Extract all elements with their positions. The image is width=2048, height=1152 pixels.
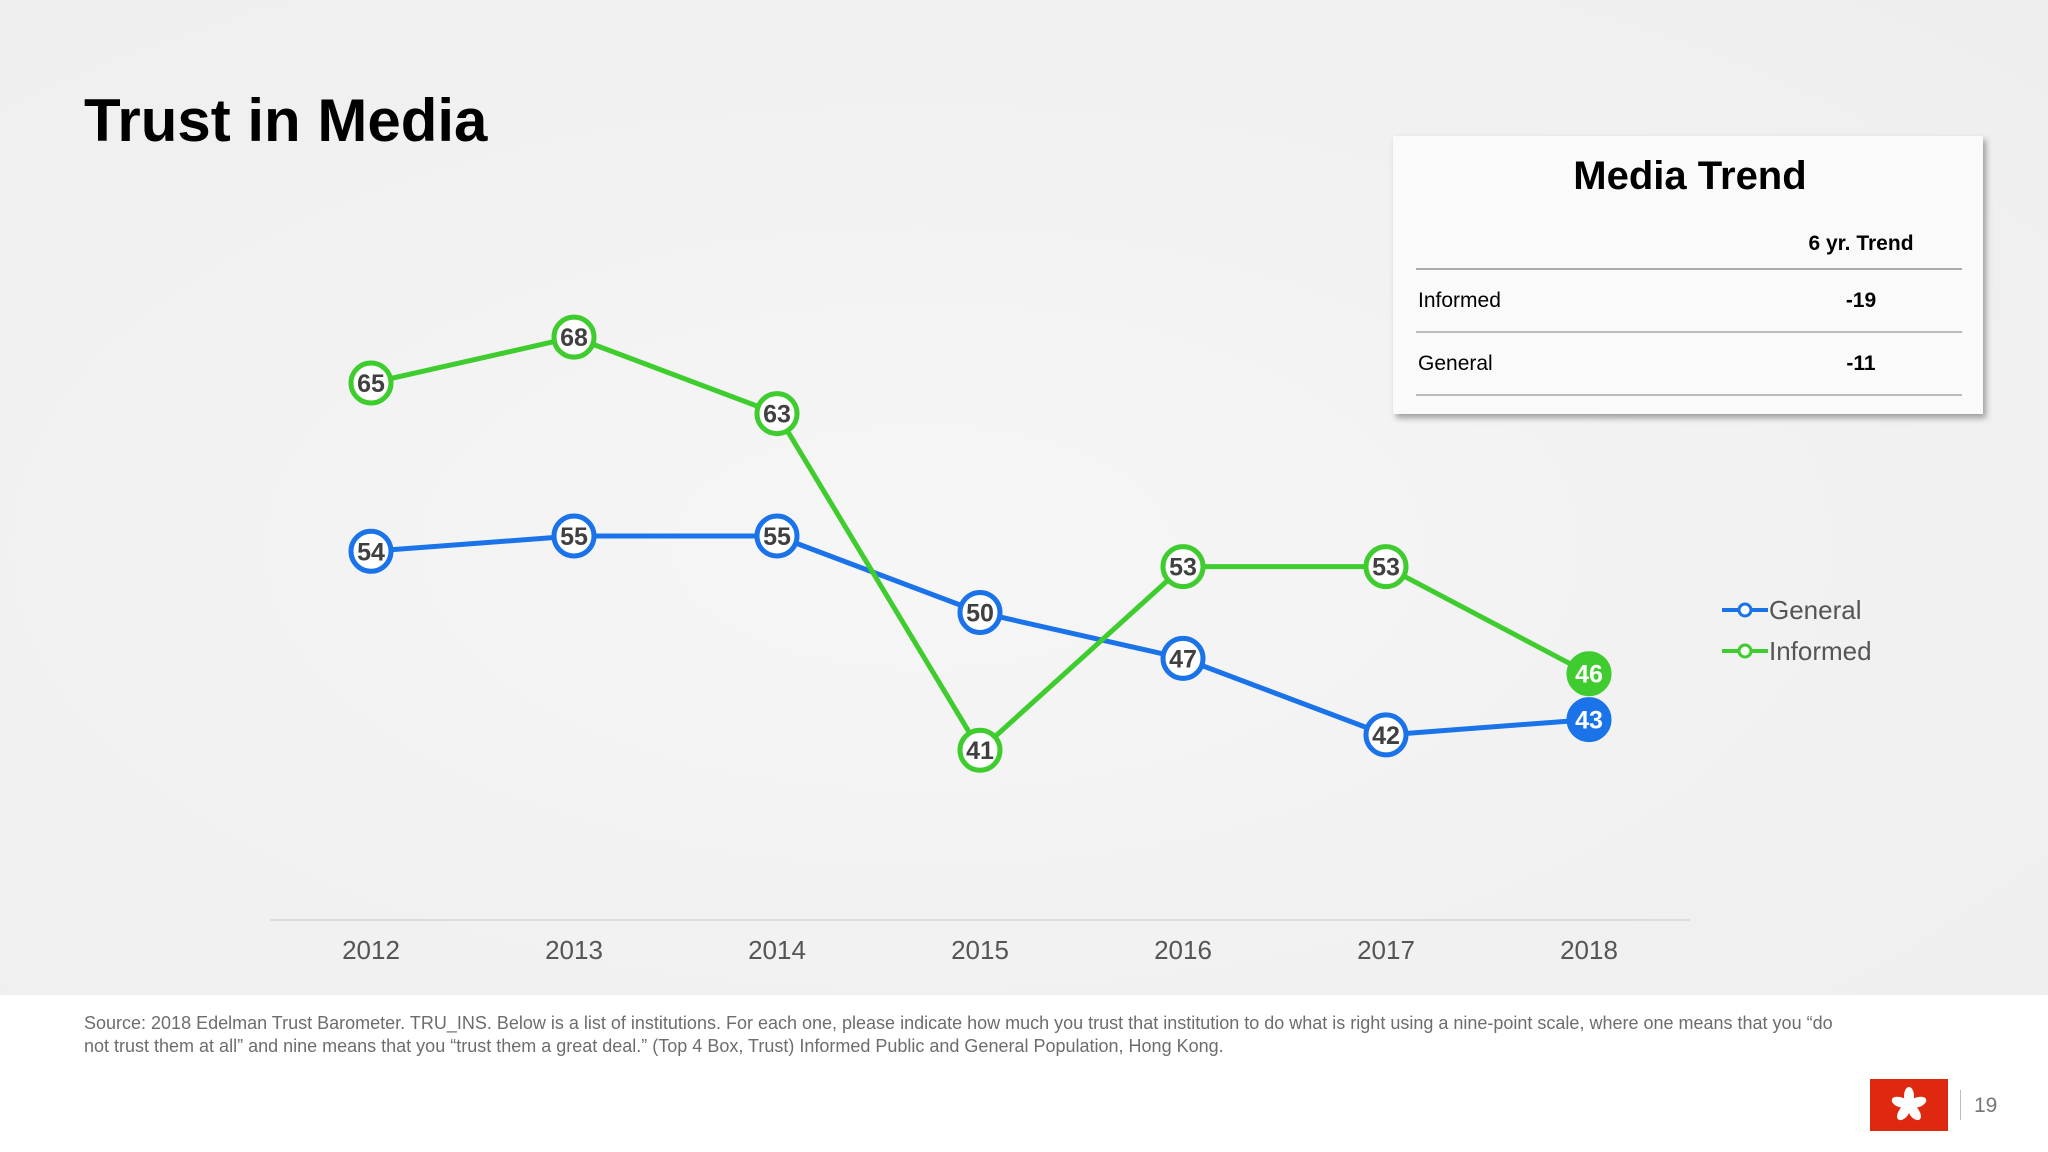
data-point-general: 50	[957, 590, 1003, 635]
data-point-informed: 68	[551, 314, 597, 360]
data-point-informed: 63	[754, 391, 800, 437]
x-tick-label: 2013	[545, 935, 603, 965]
data-point-marker	[1363, 544, 1409, 590]
data-point-general: 55	[754, 513, 800, 559]
data-label: 63	[763, 401, 791, 429]
trend-header-empty	[1416, 220, 1760, 270]
data-label: 42	[1372, 722, 1400, 750]
data-point-marker	[551, 314, 597, 360]
data-point-marker	[754, 391, 800, 437]
trend-row-value: -11	[1760, 332, 1962, 396]
data-point-marker	[348, 528, 394, 574]
media-trend-table: 6 yr. Trend Informed -19 General -11	[1416, 220, 1962, 396]
page-number: 19	[1974, 1094, 1998, 1117]
data-point-marker	[1363, 712, 1409, 758]
data-point-general: 47	[1160, 635, 1206, 681]
data-label: 55	[763, 523, 791, 551]
data-point-general: 42	[1363, 712, 1409, 758]
data-point-informed: 41	[957, 727, 1003, 773]
legend-label: Informed	[1769, 636, 1872, 666]
x-tick-label: 2018	[1560, 935, 1618, 965]
x-tick-label: 2015	[951, 935, 1009, 965]
data-label: 68	[560, 324, 588, 352]
legend-label: General	[1769, 595, 1862, 625]
data-label: 50	[966, 600, 994, 628]
legend-marker	[1737, 602, 1753, 618]
data-label: 53	[1169, 554, 1197, 582]
data-point-general: 54	[348, 528, 394, 574]
trend-row-label: Informed	[1416, 269, 1760, 333]
trend-row-informed: Informed -19	[1416, 269, 1962, 333]
trend-header-row: 6 yr. Trend	[1416, 220, 1962, 270]
trend-header-label: 6 yr. Trend	[1760, 220, 1962, 270]
data-label: 55	[560, 523, 588, 551]
legend-item-general: General	[1722, 595, 1862, 625]
x-tick-label: 2014	[748, 935, 806, 965]
trend-row-label: General	[1416, 332, 1760, 396]
hong-kong-flag-icon	[1870, 1079, 1948, 1131]
data-point-general: 43	[1566, 697, 1612, 743]
data-point-informed: 53	[1363, 544, 1409, 590]
trend-row-value: -19	[1760, 269, 1962, 333]
bauhinia-icon	[1891, 1087, 1927, 1121]
data-label: 41	[966, 737, 994, 765]
page-number-divider	[1960, 1090, 1961, 1120]
data-label: 43	[1575, 707, 1603, 735]
data-point-informed: 65	[348, 360, 394, 406]
data-point-informed: 46	[1566, 651, 1612, 697]
data-point-marker	[957, 590, 1003, 635]
trend-row-general: General -11	[1416, 332, 1962, 396]
page-title: Trust in Media	[84, 87, 488, 154]
data-label: 47	[1169, 645, 1197, 673]
legend-item-informed: Informed	[1722, 636, 1872, 666]
data-point-marker	[957, 727, 1003, 773]
data-point-informed: 53	[1160, 544, 1206, 590]
x-tick-label: 2012	[342, 935, 400, 965]
x-tick-label: 2016	[1154, 935, 1212, 965]
data-point-marker	[1160, 635, 1206, 681]
data-point-general: 55	[551, 513, 597, 559]
source-footnote: Source: 2018 Edelman Trust Barometer. TR…	[84, 1013, 1833, 1056]
data-label: 54	[357, 538, 385, 566]
data-point-marker	[1160, 544, 1206, 590]
data-label: 65	[357, 370, 385, 398]
media-trend-title: Media Trend	[1573, 154, 1807, 198]
data-point-marker	[348, 360, 394, 406]
data-point-marker	[754, 513, 800, 559]
data-label: 53	[1372, 554, 1400, 582]
data-label: 46	[1575, 661, 1603, 689]
data-point-marker	[551, 513, 597, 559]
legend-marker	[1737, 643, 1753, 659]
line-chart: 54 55 55 50 47 42 43 65 68 63 41 53 53 46 2012 2013 201…	[270, 314, 1872, 965]
x-tick-label: 2017	[1357, 935, 1415, 965]
data-point-marker	[1566, 651, 1612, 697]
data-point-marker	[1566, 697, 1612, 743]
